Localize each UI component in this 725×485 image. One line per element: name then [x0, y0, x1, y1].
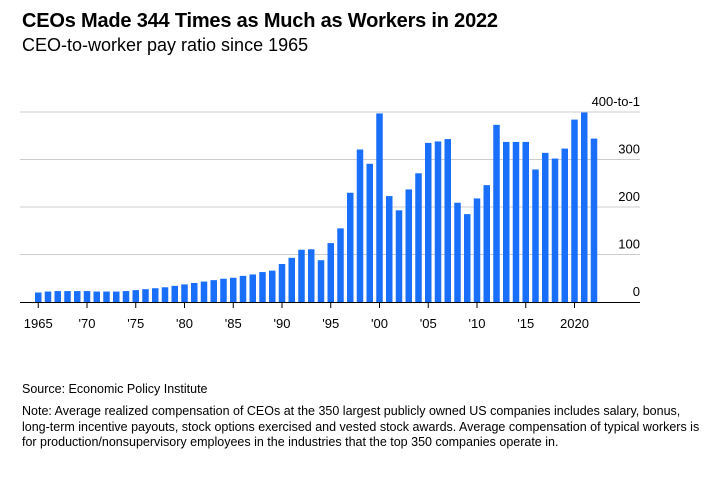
- bar-1993: [308, 249, 315, 302]
- bar-2021: [581, 112, 588, 302]
- bar-1991: [288, 257, 295, 302]
- bar-1966: [44, 291, 52, 302]
- x-tick-label: '90: [274, 316, 291, 331]
- bar-1982: [200, 281, 208, 302]
- bar-2022: [590, 138, 598, 302]
- bar-2018: [551, 158, 559, 302]
- bar-2015: [522, 141, 529, 302]
- bar-1977: [152, 288, 159, 302]
- bar-2008: [454, 202, 461, 302]
- x-tick-label: '10: [469, 316, 486, 331]
- bar-2014: [512, 141, 520, 302]
- bar-2016: [532, 169, 539, 302]
- bar-2006: [434, 141, 442, 302]
- bar-2019: [561, 148, 568, 302]
- bar-2012: [493, 124, 500, 302]
- bar-1980: [181, 284, 188, 302]
- bar-2013: [503, 141, 510, 302]
- bar-2003: [405, 189, 412, 302]
- bar-2017: [542, 152, 549, 302]
- bar-1984: [220, 278, 227, 302]
- bar-1972: [103, 291, 110, 302]
- bar-1990: [278, 264, 286, 302]
- bar-1969: [74, 291, 81, 302]
- chart-title: CEOs Made 344 Times as Much as Workers i…: [22, 10, 498, 32]
- source-text: Source: Economic Policy Institute: [22, 382, 208, 396]
- bar-1979: [171, 285, 178, 302]
- chart-subtitle: CEO-to-worker pay ratio since 1965: [22, 35, 309, 55]
- bar-2007: [444, 139, 451, 302]
- bar-1967: [54, 291, 61, 302]
- bar-chart: 0 100 200 300 400-to-1 1965 '70 '75 '80 '85 '90 '95…: [20, 94, 640, 331]
- bar-2010: [473, 198, 481, 302]
- bar-1996: [337, 228, 344, 302]
- x-tick-label: '85: [225, 316, 242, 331]
- bar-1976: [142, 289, 149, 302]
- bar-1965: [35, 292, 42, 302]
- bar-1998: [356, 149, 364, 302]
- bar-1978: [161, 287, 169, 302]
- bar-1981: [191, 283, 198, 302]
- bar-1992: [298, 249, 305, 302]
- bar-2000: [376, 113, 383, 302]
- bar-1988: [259, 272, 266, 302]
- x-tick-label: '70: [79, 316, 96, 331]
- bar-1997: [347, 192, 354, 302]
- y-tick-label: 100: [618, 237, 640, 252]
- bar-2011: [483, 185, 490, 302]
- bar-1989: [269, 270, 276, 302]
- bar-2020: [571, 119, 578, 302]
- bar-1973: [113, 291, 120, 302]
- bar-2002: [395, 210, 403, 302]
- x-tick-label: '80: [176, 316, 193, 331]
- x-tick-label: '95: [322, 316, 339, 331]
- x-tick-label: '05: [420, 316, 437, 331]
- bar-2004: [415, 173, 422, 302]
- bar-1986: [239, 275, 247, 302]
- bar-1994: [317, 260, 325, 302]
- x-tick-label: 2020: [560, 316, 589, 331]
- bar-1987: [249, 274, 256, 302]
- y-tick-label: 0: [633, 284, 640, 299]
- note-text: Note: Average realized compensation of C…: [22, 404, 700, 449]
- bar-2001: [386, 196, 393, 302]
- x-tick-label: '15: [517, 316, 534, 331]
- bar-1970: [83, 291, 91, 302]
- x-tick-label: '00: [371, 316, 388, 331]
- bar-1983: [210, 280, 217, 302]
- bar-1999: [366, 163, 373, 302]
- bar-1971: [93, 291, 100, 302]
- y-tick-label: 400-to-1: [592, 94, 640, 109]
- bar-1968: [64, 291, 71, 302]
- y-tick-label: 300: [618, 142, 640, 157]
- bar-2005: [425, 142, 432, 302]
- x-tick-label: '75: [127, 316, 144, 331]
- x-tick-label: 1965: [24, 316, 53, 331]
- bar-1975: [132, 290, 139, 302]
- y-tick-label: 200: [618, 189, 640, 204]
- bar-1974: [122, 291, 130, 302]
- bar-1995: [327, 243, 334, 302]
- bar-2009: [464, 214, 471, 302]
- bar-1985: [230, 277, 237, 302]
